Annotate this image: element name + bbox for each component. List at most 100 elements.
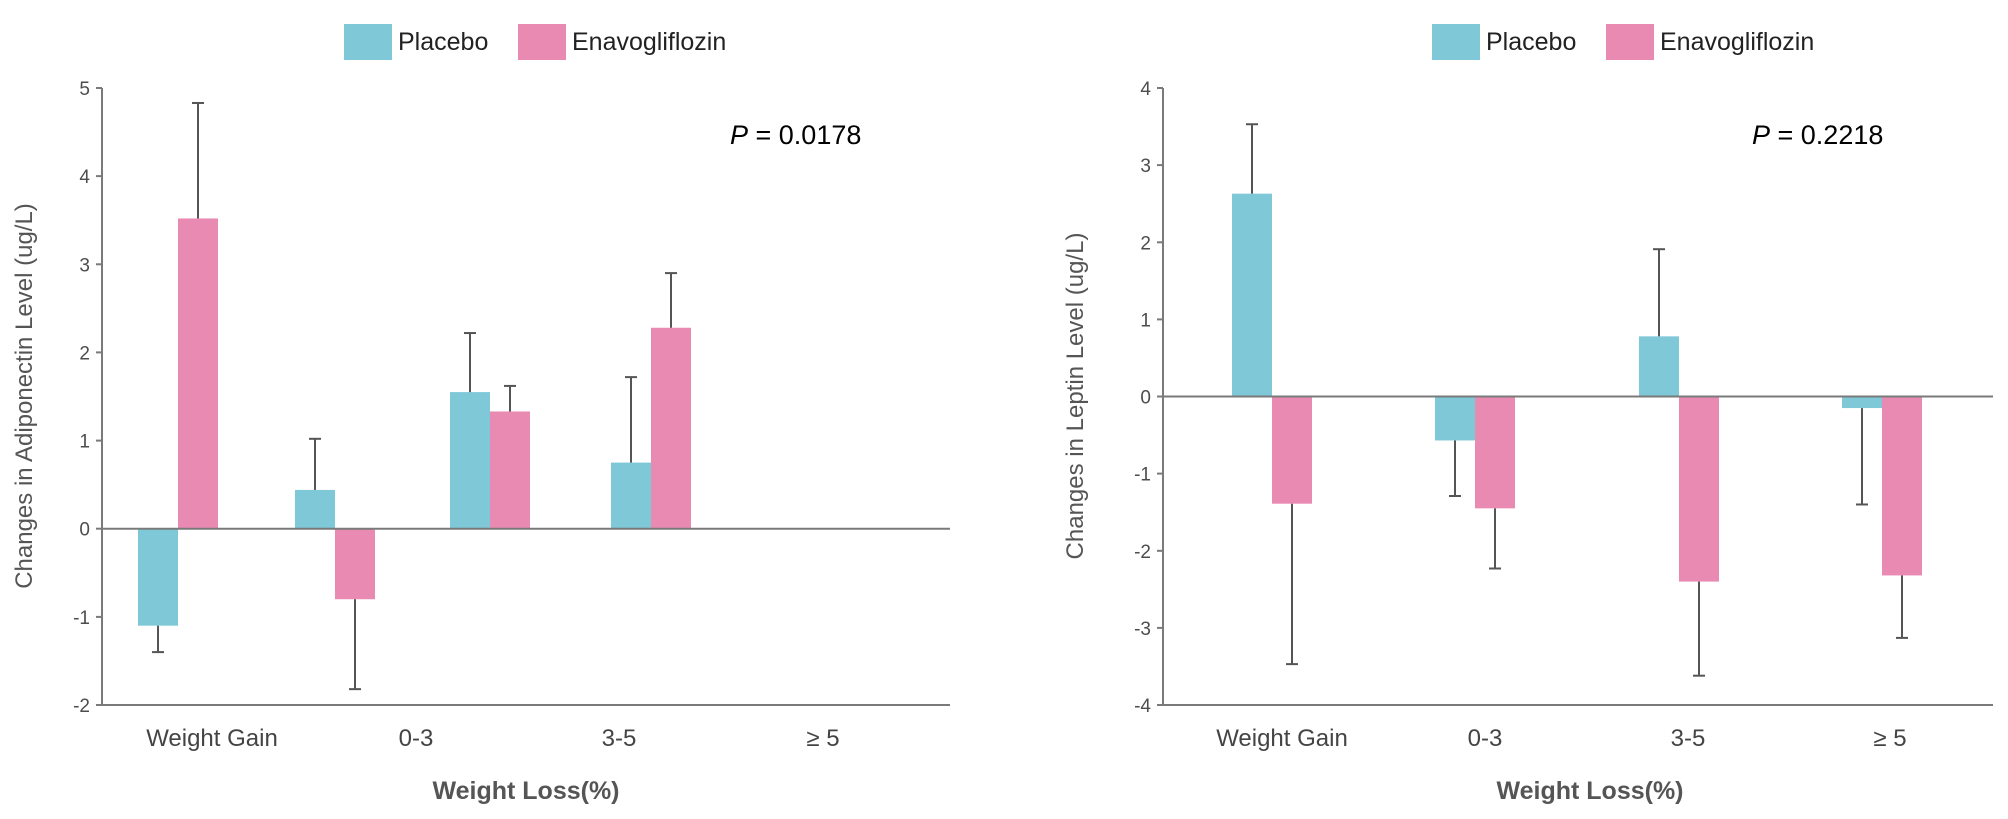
bar-placebo [1232, 193, 1272, 397]
x-tick-label: 3-5 [1671, 725, 1706, 752]
error-bar-enavogliflozin [1693, 581, 1705, 677]
error-bar-placebo [625, 376, 637, 463]
error-bar-placebo [1246, 123, 1258, 194]
y-tick-label: 1 [79, 432, 90, 453]
error-bar-enavogliflozin [1896, 575, 1908, 639]
error-bar-placebo [464, 332, 476, 393]
y-tick-label: 3 [1140, 156, 1151, 177]
y-tick-label: 4 [79, 167, 90, 188]
y-tick-label: -4 [1134, 696, 1151, 717]
y-tick: -1 [73, 608, 102, 629]
y-tick: 1 [79, 432, 102, 453]
bars-group [138, 101, 691, 691]
y-ticks: 5 4 3 2 1 0 -1 -2 [73, 79, 102, 717]
legend-swatch-enavogliflozin [1606, 24, 1654, 60]
chart-adiponectin: Placebo Enavogliflozin 5 4 3 2 1 0 -1 -2… [11, 24, 950, 805]
y-tick: -3 [1134, 619, 1163, 640]
bar-placebo [1435, 396, 1475, 441]
x-tick-label: 0-3 [1468, 725, 1503, 752]
x-ticks: Weight Gain 0-3 3-5 ≥ 5 [146, 725, 839, 752]
x-tick-label: Weight Gain [146, 725, 278, 752]
bar-placebo [450, 392, 490, 529]
y-tick-label: -1 [1134, 465, 1151, 486]
p-value-annotation: P = 0.2218 [1752, 120, 1883, 150]
x-tick-label: ≥ 5 [1873, 725, 1906, 752]
y-tick-label: -1 [73, 608, 90, 629]
legend-label-placebo: Placebo [1486, 28, 1576, 56]
x-tick-label: ≥ 5 [806, 725, 839, 752]
bar-placebo [295, 489, 335, 529]
error-bar-enavogliflozin [192, 101, 204, 219]
y-tick: 1 [1140, 310, 1163, 331]
y-axis-label: Changes in Adiponectin Level (ug/L) [11, 203, 38, 589]
error-bar-enavogliflozin [1286, 503, 1298, 666]
y-tick: 2 [1140, 233, 1163, 254]
y-tick-label: 2 [1140, 233, 1151, 254]
error-bar-enavogliflozin [1489, 508, 1501, 570]
legend-swatch-placebo [1432, 24, 1480, 60]
bar-enavogliflozin [1272, 396, 1312, 504]
y-tick-label: -3 [1134, 619, 1151, 640]
bar-enavogliflozin [651, 327, 691, 529]
y-tick: -1 [1134, 465, 1163, 486]
bar-placebo [1842, 396, 1882, 409]
error-bar-enavogliflozin [504, 384, 516, 412]
p-value-text: = 0.2218 [1770, 120, 1883, 150]
legend-label-enavogliflozin: Enavogliflozin [572, 28, 726, 56]
p-value-text: = 0.0178 [748, 120, 861, 150]
error-bar-placebo [152, 625, 164, 654]
y-tick: 4 [79, 167, 102, 188]
bar-enavogliflozin [1475, 396, 1515, 509]
y-tick-label: 4 [1140, 79, 1151, 100]
y-tick-label: -2 [73, 696, 90, 717]
p-symbol: P [1752, 120, 1770, 150]
y-tick: 0 [1140, 388, 1163, 409]
y-tick: 3 [79, 255, 102, 276]
bar-placebo [611, 462, 651, 529]
error-bar-enavogliflozin [349, 599, 361, 691]
error-bar-placebo [1653, 248, 1665, 337]
y-axis-label: Changes in Leptin Level (ug/L) [1062, 233, 1089, 560]
chart-leptin: Placebo Enavogliflozin 4 3 2 1 0 -1 -2 -… [1062, 24, 1993, 805]
y-tick: 0 [79, 520, 102, 541]
error-bar-enavogliflozin [665, 272, 677, 328]
y-tick-label: 0 [79, 520, 90, 541]
bar-enavogliflozin [1679, 396, 1719, 582]
legend-label-enavogliflozin: Enavogliflozin [1660, 28, 1814, 56]
bars-group [1232, 123, 1922, 677]
y-tick: -2 [73, 696, 102, 717]
y-tick: -2 [1134, 542, 1163, 563]
x-tick-label: 0-3 [399, 725, 434, 752]
x-axis-label: Weight Loss(%) [1496, 777, 1683, 805]
y-tick-label: 2 [79, 343, 90, 364]
y-tick-label: 0 [1140, 388, 1151, 409]
x-axis-label: Weight Loss(%) [432, 777, 619, 805]
y-tick: 4 [1140, 79, 1163, 100]
x-tick-label: 3-5 [602, 725, 637, 752]
bar-enavogliflozin [490, 411, 530, 529]
legend: Placebo Enavogliflozin [1432, 24, 1814, 60]
y-ticks: 4 3 2 1 0 -1 -2 -3 -4 [1134, 79, 1163, 717]
legend-label-placebo: Placebo [398, 28, 488, 56]
y-tick-label: 1 [1140, 310, 1151, 331]
bar-placebo [1639, 336, 1679, 397]
y-tick-label: 3 [79, 255, 90, 276]
p-value-annotation: P = 0.0178 [730, 120, 861, 150]
x-tick-label: Weight Gain [1216, 725, 1348, 752]
bar-placebo [138, 528, 178, 626]
y-tick: -4 [1134, 696, 1163, 717]
bar-enavogliflozin [1882, 396, 1922, 576]
error-bar-placebo [309, 437, 321, 490]
legend-swatch-enavogliflozin [518, 24, 566, 60]
x-ticks: Weight Gain 0-3 3-5 ≥ 5 [1216, 725, 1906, 752]
y-tick: 5 [79, 79, 102, 100]
y-tick: 2 [79, 343, 102, 364]
error-bar-placebo [1856, 408, 1868, 506]
legend: Placebo Enavogliflozin [344, 24, 726, 60]
bar-enavogliflozin [178, 218, 218, 529]
y-tick: 3 [1140, 156, 1163, 177]
y-tick-label: 5 [79, 79, 90, 100]
bar-enavogliflozin [335, 528, 375, 600]
y-tick-label: -2 [1134, 542, 1151, 563]
